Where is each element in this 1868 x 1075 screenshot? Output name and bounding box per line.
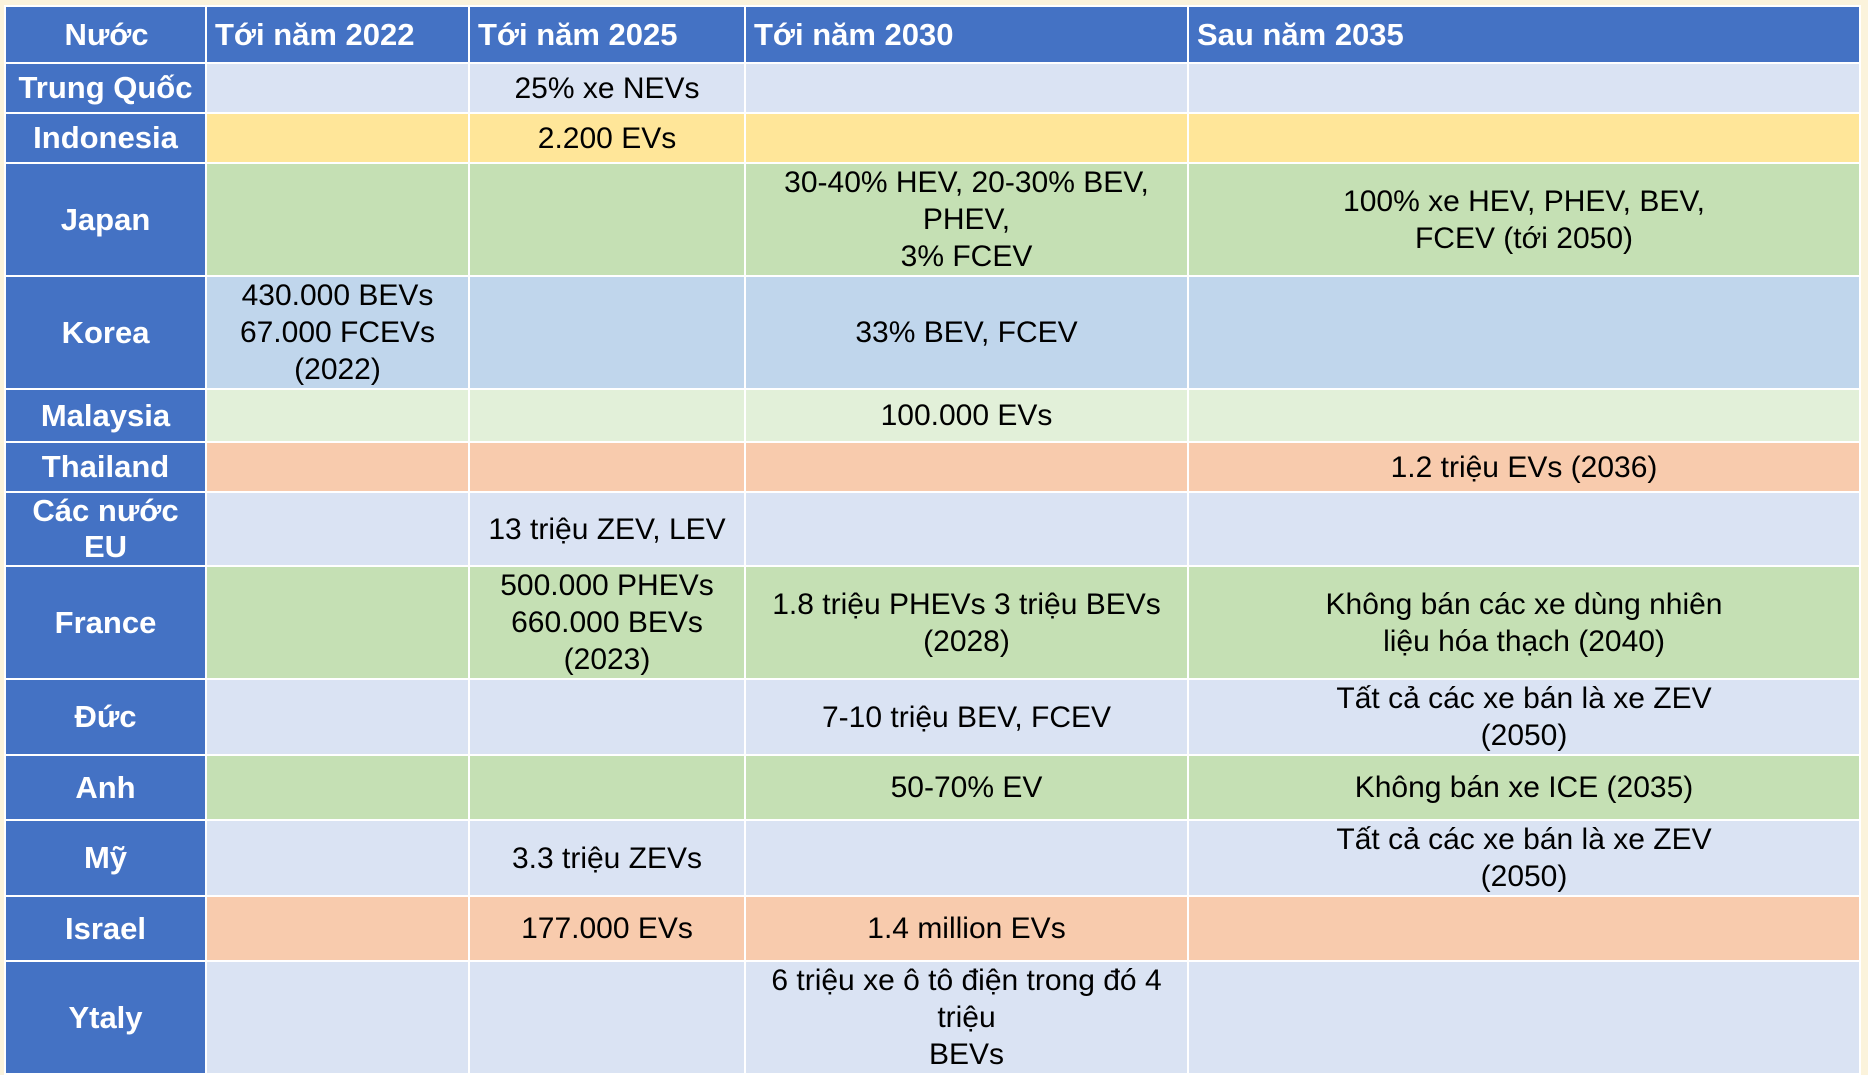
target-after-2035-cell [1187,388,1861,443]
target-2022-cell [205,62,470,114]
target-2022-cell [205,162,470,277]
target-2025-cell [468,960,746,1075]
table-row: Thailand 1.2 triệu EVs (2036) [4,441,1861,493]
target-after-2035-cell: 1.2 triệu EVs (2036) [1187,441,1861,493]
target-2025-cell [468,275,746,390]
table-row: Trung Quốc 25% xe NEVs [4,62,1861,114]
table-row: Indonesia 2.200 EVs [4,112,1861,164]
target-2022-cell [205,960,470,1075]
table-row: Đức 7-10 triệu BEV, FCEV Tất cả các xe b… [4,678,1861,756]
country-cell: Malaysia [4,388,207,443]
target-2022-cell [205,895,470,962]
target-2025-cell: 13 triệu ZEV, LEV [468,491,746,567]
country-cell: Mỹ [4,819,207,897]
target-2022-cell [205,491,470,567]
target-2030-cell [744,819,1189,897]
target-2025-cell: 3.3 triệu ZEVs [468,819,746,897]
target-2030-cell: 50-70% EV [744,754,1189,821]
target-2030-cell: 6 triệu xe ô tô điện trong đó 4 triệu BE… [744,960,1189,1075]
target-2030-cell [744,491,1189,567]
table-row: Các nước EU 13 triệu ZEV, LEV [4,491,1861,567]
target-2025-cell [468,162,746,277]
ev-targets-table-container: Nước Tới năm 2022 Tới năm 2025 Tới năm 2… [4,5,1861,1075]
target-2025-cell: 25% xe NEVs [468,62,746,114]
target-2030-cell [744,112,1189,164]
target-after-2035-cell [1187,491,1861,567]
target-2025-cell [468,678,746,756]
table-row: Anh 50-70% EV Không bán xe ICE (2035) [4,754,1861,821]
table-row: Israel 177.000 EVs 1.4 million EVs [4,895,1861,962]
target-2030-cell: 30-40% HEV, 20-30% BEV, PHEV, 3% FCEV [744,162,1189,277]
table-row: Malaysia 100.000 EVs [4,388,1861,443]
target-2022-cell [205,678,470,756]
country-cell: Korea [4,275,207,390]
target-after-2035-cell: Không bán các xe dùng nhiên liệu hóa thạ… [1187,565,1861,680]
country-cell: Anh [4,754,207,821]
target-2030-cell: 33% BEV, FCEV [744,275,1189,390]
target-2022-cell [205,388,470,443]
target-2022-cell [205,441,470,493]
target-2022-cell [205,819,470,897]
column-header-after-2035: Sau năm 2035 [1187,5,1861,64]
table-row: Japan 30-40% HEV, 20-30% BEV, PHEV, 3% F… [4,162,1861,277]
target-2025-cell: 2.200 EVs [468,112,746,164]
table-header-row: Nước Tới năm 2022 Tới năm 2025 Tới năm 2… [4,5,1861,64]
target-after-2035-cell [1187,112,1861,164]
column-header-2030: Tới năm 2030 [744,5,1189,64]
column-header-country: Nước [4,5,207,64]
target-2030-cell [744,441,1189,493]
target-2022-cell: 430.000 BEVs 67.000 FCEVs (2022) [205,275,470,390]
table-row: Ytaly 6 triệu xe ô tô điện trong đó 4 tr… [4,960,1861,1075]
country-cell: Đức [4,678,207,756]
country-cell: Japan [4,162,207,277]
target-after-2035-cell [1187,895,1861,962]
target-2025-cell: 177.000 EVs [468,895,746,962]
target-2025-cell: 500.000 PHEVs 660.000 BEVs (2023) [468,565,746,680]
country-cell: Trung Quốc [4,62,207,114]
target-2025-cell [468,754,746,821]
table-row: France 500.000 PHEVs 660.000 BEVs (2023)… [4,565,1861,680]
target-2025-cell [468,441,746,493]
table-row: Mỹ 3.3 triệu ZEVs Tất cả các xe bán là x… [4,819,1861,897]
country-cell: Ytaly [4,960,207,1075]
target-2030-cell: 1.4 million EVs [744,895,1189,962]
target-2030-cell: 7-10 triệu BEV, FCEV [744,678,1189,756]
target-after-2035-cell [1187,62,1861,114]
target-2030-cell: 1.8 triệu PHEVs 3 triệu BEVs (2028) [744,565,1189,680]
target-after-2035-cell [1187,960,1861,1075]
target-2025-cell [468,388,746,443]
target-after-2035-cell: Không bán xe ICE (2035) [1187,754,1861,821]
target-after-2035-cell: Tất cả các xe bán là xe ZEV (2050) [1187,678,1861,756]
country-cell: Israel [4,895,207,962]
target-2022-cell [205,565,470,680]
country-cell: France [4,565,207,680]
target-2030-cell: 100.000 EVs [744,388,1189,443]
target-after-2035-cell: Tất cả các xe bán là xe ZEV (2050) [1187,819,1861,897]
country-cell: Thailand [4,441,207,493]
target-after-2035-cell: 100% xe HEV, PHEV, BEV, FCEV (tới 2050) [1187,162,1861,277]
ev-targets-table: Nước Tới năm 2022 Tới năm 2025 Tới năm 2… [4,5,1861,1075]
country-cell: Các nước EU [4,491,207,567]
target-2022-cell [205,754,470,821]
target-2022-cell [205,112,470,164]
target-2030-cell [744,62,1189,114]
target-after-2035-cell [1187,275,1861,390]
country-cell: Indonesia [4,112,207,164]
column-header-2022: Tới năm 2022 [205,5,470,64]
column-header-2025: Tới năm 2025 [468,5,746,64]
table-row: Korea 430.000 BEVs 67.000 FCEVs (2022) 3… [4,275,1861,390]
